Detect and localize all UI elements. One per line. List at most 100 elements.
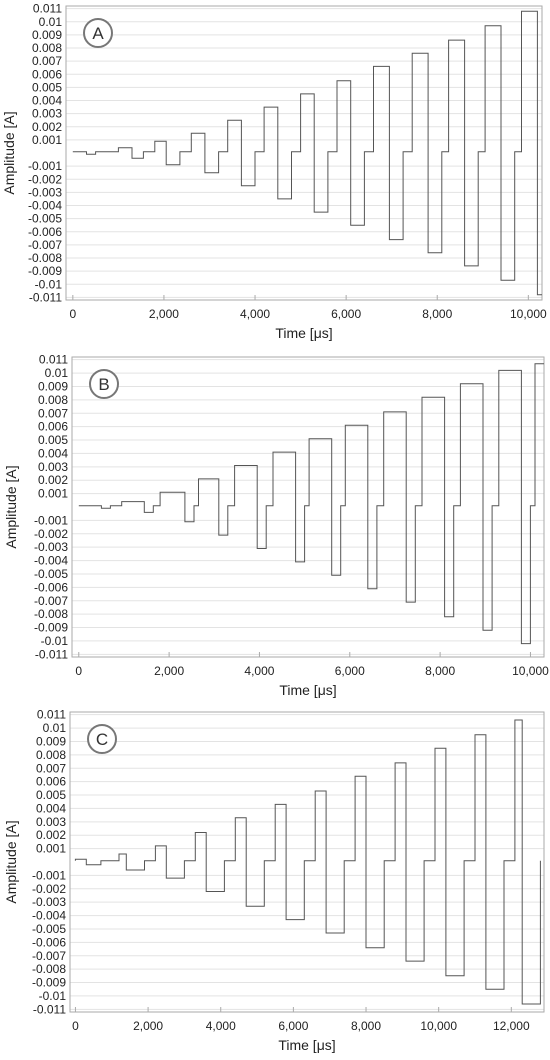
- plot-frame: [65, 5, 543, 301]
- panel-badge-label: C: [96, 730, 108, 749]
- y-tick-label: 0.006: [38, 420, 68, 434]
- y-tick-label: -0.008: [32, 962, 66, 976]
- y-tick-label: 0.011: [33, 2, 62, 16]
- y-tick-label: -0.003: [34, 540, 68, 554]
- y-tick-label: 0.001: [36, 842, 66, 856]
- chart-c: 0.0110.010.0090.0080.0070.0060.0050.0040…: [3, 708, 545, 1053]
- x-tick-label: 6,000: [278, 1019, 308, 1033]
- chart-b: 0.0110.010.0090.0080.0070.0060.0050.0040…: [3, 353, 549, 698]
- x-tick-label: 10,000: [512, 664, 549, 678]
- y-tick-label: -0.008: [28, 251, 62, 265]
- x-tick-label: 6,000: [335, 664, 365, 678]
- y-tick-label: 0.008: [38, 393, 68, 407]
- y-tick-label: -0.011: [33, 1002, 66, 1016]
- y-axis-label: Amplitude [A]: [3, 820, 19, 903]
- y-tick-label: 0.005: [36, 788, 66, 802]
- y-tick-label: 0.004: [38, 446, 68, 460]
- y-tick-label: 0.004: [32, 94, 62, 108]
- y-tick-label: -0.002: [34, 527, 68, 541]
- y-tick-label: 0.003: [32, 107, 62, 121]
- y-tick-label: -0.011: [29, 290, 62, 304]
- y-tick-label: -0.007: [32, 949, 66, 963]
- y-tick-label: -0.009: [32, 976, 66, 990]
- x-tick-label: 8,000: [425, 664, 455, 678]
- y-tick-label: 0.001: [32, 133, 62, 147]
- y-tick-label: 0.008: [32, 41, 62, 55]
- y-tick-label: 0.009: [38, 379, 68, 393]
- y-axis-label: Amplitude [A]: [3, 465, 19, 548]
- y-tick-label: -0.004: [32, 909, 66, 923]
- x-axis-label: Time [μs]: [275, 325, 332, 341]
- panel-badge-circle: [89, 369, 119, 399]
- x-axis-label: Time [μs]: [279, 682, 336, 698]
- waveform-series: [78, 363, 544, 645]
- gridlines: [70, 714, 544, 1010]
- y-tick-label: -0.005: [28, 212, 62, 226]
- gridlines: [72, 359, 544, 655]
- y-tick-label: 0.007: [38, 406, 68, 420]
- y-tick-label: 0.007: [32, 54, 62, 68]
- y-tick-label: 0.006: [36, 775, 66, 789]
- y-tick-label: 0.004: [36, 801, 66, 815]
- y-tick-label: 0.01: [43, 721, 67, 735]
- y-tick-label: 0.009: [32, 28, 62, 42]
- waveform-series: [74, 719, 541, 1005]
- y-tick-label: -0.002: [32, 882, 66, 896]
- y-tick-label: 0.001: [38, 487, 68, 501]
- panel-badge-circle: [87, 724, 117, 754]
- y-tick-label: 0.008: [36, 748, 66, 762]
- y-tick-label: 0.003: [38, 460, 68, 474]
- x-tick-label: 2,000: [154, 664, 184, 678]
- y-tick-label: -0.006: [34, 580, 68, 594]
- y-tick-label: -0.006: [32, 935, 66, 949]
- y-tick-label: 0.002: [38, 473, 68, 487]
- y-tick-label: -0.01: [39, 989, 67, 1003]
- y-tick-label: 0.007: [36, 761, 66, 775]
- x-tick-label: 4,000: [240, 307, 270, 321]
- y-tick-label: -0.003: [28, 185, 62, 199]
- y-tick-label: -0.004: [28, 199, 62, 213]
- y-tick-label: 0.01: [39, 15, 63, 29]
- panel-badge-label: A: [92, 24, 104, 43]
- y-tick-label: -0.01: [41, 634, 69, 648]
- y-tick-label: -0.007: [28, 238, 62, 252]
- y-tick-label: 0.005: [38, 433, 68, 447]
- x-tick-label: 8,000: [351, 1019, 381, 1033]
- y-tick-label: -0.004: [34, 554, 68, 568]
- y-tick-label: -0.005: [32, 922, 66, 936]
- y-tick-label: 0.009: [36, 734, 66, 748]
- y-tick-label: -0.001: [32, 868, 66, 882]
- y-tick-label: 0.011: [39, 353, 68, 367]
- y-tick-label: -0.009: [28, 264, 62, 278]
- x-tick-label: 12,000: [493, 1019, 530, 1033]
- y-tick-label: 0.003: [36, 815, 66, 829]
- y-tick-label: -0.01: [35, 277, 63, 291]
- y-tick-label: -0.008: [34, 607, 68, 621]
- panel-badge-circle: [83, 18, 113, 48]
- y-tick-label: 0.005: [32, 80, 62, 94]
- y-tick-label: -0.007: [34, 594, 68, 608]
- y-tick-label: 0.01: [45, 366, 69, 380]
- x-tick-label: 0: [69, 307, 76, 321]
- x-tick-label: 8,000: [422, 307, 452, 321]
- gridlines: [66, 8, 542, 298]
- x-tick-label: 10,000: [420, 1019, 457, 1033]
- x-tick-label: 0: [72, 1019, 79, 1033]
- y-tick-label: 0.002: [32, 120, 62, 134]
- y-tick-label: -0.005: [34, 567, 68, 581]
- x-tick-label: 2,000: [133, 1019, 163, 1033]
- y-tick-label: -0.001: [34, 513, 68, 527]
- x-tick-label: 6,000: [331, 307, 361, 321]
- chart-a: 0.0110.010.0090.0080.0070.0060.0050.0040…: [1, 2, 547, 341]
- plot-frame: [69, 711, 545, 1013]
- x-tick-label: 0: [75, 664, 82, 678]
- x-tick-label: 4,000: [244, 664, 274, 678]
- plot-frame: [71, 356, 545, 658]
- y-tick-label: -0.001: [28, 159, 62, 173]
- x-axis-label: Time [μs]: [278, 1037, 335, 1053]
- y-tick-label: 0.002: [36, 828, 66, 842]
- y-tick-label: -0.006: [28, 225, 62, 239]
- x-tick-label: 4,000: [206, 1019, 236, 1033]
- panel-badge-label: B: [98, 375, 109, 394]
